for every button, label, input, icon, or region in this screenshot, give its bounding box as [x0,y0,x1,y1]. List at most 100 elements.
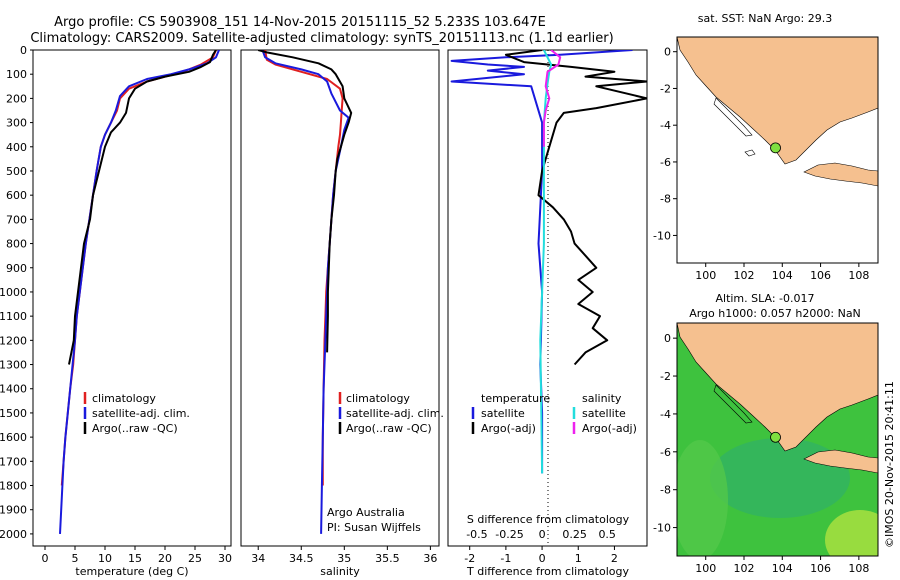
x-tick-label: 20 [158,552,172,565]
title-line-2: Climatology: CARS2009. Satellite-adjuste… [30,31,613,46]
x-tick-label: -1 [500,552,511,565]
x-tick-label: 15 [128,552,142,565]
temperature-panel: 0100200300400500600700800900100011001200… [0,44,232,578]
series-line-argo-raw-qc- [257,50,353,353]
java-landmass [803,449,878,474]
sla-map-frame [676,322,879,557]
x-tick-label: 10 [98,552,112,565]
depth-tick-label: 2000 [0,528,27,541]
temperature-legend: climatology satellite-adj. clim. Argo(..… [83,392,190,435]
x-tick-label: 25 [188,552,202,565]
argo-position-marker [770,142,781,154]
legend-label-climatology: climatology [92,392,156,405]
x-tick-label: -2 [464,552,475,565]
x-tick-label: 0 [42,552,49,565]
depth-tick-label: 800 [6,238,27,251]
depth-tick-label: 1600 [0,431,27,444]
legend-temperature-heading: temperature [481,392,550,405]
top-tick-label: -0.5 [466,528,487,541]
salinity-x-axis: 34 34.5 35 35.5 36 [251,546,437,565]
depth-tick-label: 1100 [0,310,27,323]
x-tick-label: 30 [218,552,232,565]
x-tick-label: 0 [539,552,546,565]
depth-tick-label: 300 [6,117,27,130]
map-x-tick-label: 104 [772,562,793,575]
legend-label-argo: Argo(..raw -QC) [92,422,178,435]
x-tick-label: 36 [423,552,437,565]
s-difference-label: S difference from climatology [467,513,630,526]
footer-stamp: ©IMOS 20-Nov-2015 20:41:11 [883,381,896,548]
title-line-1: Argo profile: CS 5903908_151 14-Nov-2015… [54,15,546,30]
depth-tick-label: 1200 [0,334,27,347]
salinity-panel: 34 34.5 35 35.5 36 salinity climatology sate… [240,49,444,578]
difference-panel: -2 -1 0 1 2 -0.5 -0.25 0 0.25 0.5 S difference f… [447,49,648,578]
legend-label-t-argo: Argo(-adj) [481,422,536,435]
sumatra-landmass [677,37,878,165]
map-y-tick-label: -6 [660,156,671,169]
sst-map-panel: sat. SST: NaN Argo: 29.3 100 102 104 106 108… [653,12,879,282]
map-y-tick-label: -4 [660,119,671,132]
temperature-axes-frame [32,49,232,547]
sst-map-land [677,37,878,187]
depth-tick-label: 0 [20,44,27,57]
annotation-pi: PI: Susan Wijffels [327,521,421,534]
enggano-island [744,149,756,157]
top-tick-label: 0 [539,528,546,541]
legend-label-satellite: satellite-adj. clim. [346,407,444,420]
map-y-tick-label: -10 [653,229,671,242]
legend-label-s-satellite: satellite [582,407,626,420]
depth-tick-label: 900 [6,262,27,275]
depth-tick-label: 600 [6,189,27,202]
map-y-tick-label: 0 [664,46,671,59]
legend-label-climatology: climatology [346,392,410,405]
legend-label-argo: Argo(..raw -QC) [346,422,432,435]
x-tick-label: 35 [337,552,351,565]
sst-map-frame [676,36,879,264]
sst-map-axes: 100 102 104 106 108 0 -2 -4 -6 -8 -10 [653,46,869,282]
map-x-tick-label: 102 [734,269,755,282]
map-y-tick-label: -10 [653,522,671,535]
sla-map-field [677,323,878,556]
map-y-tick-label: -6 [660,446,671,459]
depth-tick-label: 1000 [0,286,27,299]
x-tick-label: 35.5 [375,552,400,565]
annotation-argo-australia: Argo Australia [327,506,405,519]
temperature-xlabel: temperature (deg C) [75,565,188,578]
legend-salinity-heading: salinity [582,392,622,405]
depth-tick-label: 1800 [0,480,27,493]
top-tick-label: 0.25 [562,528,587,541]
depth-tick-label: 1700 [0,455,27,468]
legend-label-t-satellite: satellite [481,407,525,420]
depth-tick-label: 1300 [0,359,27,372]
argo-position-marker [770,431,781,443]
sla-map-axes: 100 102 104 106 108 0 -2 -4 -6 -8 -10 [653,332,869,575]
x-tick-label: 2 [611,552,618,565]
x-tick-label: 34 [251,552,265,565]
map-x-tick-label: 102 [734,562,755,575]
series-line-argo-raw-qc- [68,50,217,365]
series-line-s-argo-adj- [542,50,562,147]
depth-axis: 0 100 200 300 400 500 600 700 800 900 1000 1100 1200… [0,44,33,541]
x-tick-label: 34.5 [289,552,314,565]
map-x-tick-label: 106 [810,269,831,282]
map-y-tick-label: -4 [660,408,671,421]
temperature-series [59,50,220,534]
x-tick-label: 5 [72,552,79,565]
map-y-tick-label: -2 [660,82,671,95]
depth-tick-label: 400 [6,141,27,154]
depth-tick-label: 100 [6,68,27,81]
sla-map-title-1: Altim. SLA: -0.017 [715,292,814,305]
mentawai-islands [713,384,753,424]
depth-tick-label: 500 [6,165,27,178]
x-tick-label: 1 [575,552,582,565]
depth-tick-label: 700 [6,213,27,226]
depth-tick-label: 1500 [0,407,27,420]
top-tick-label: 0.5 [598,528,616,541]
sumatra-landmass [677,323,878,452]
depth-tick-label: 200 [6,92,27,105]
map-y-tick-label: -8 [660,484,671,497]
legend-label-s-argo: Argo(-adj) [582,422,637,435]
difference-legend: temperature satellite Argo(-adj) salinit… [471,392,637,435]
top-tick-label: -0.25 [495,528,523,541]
